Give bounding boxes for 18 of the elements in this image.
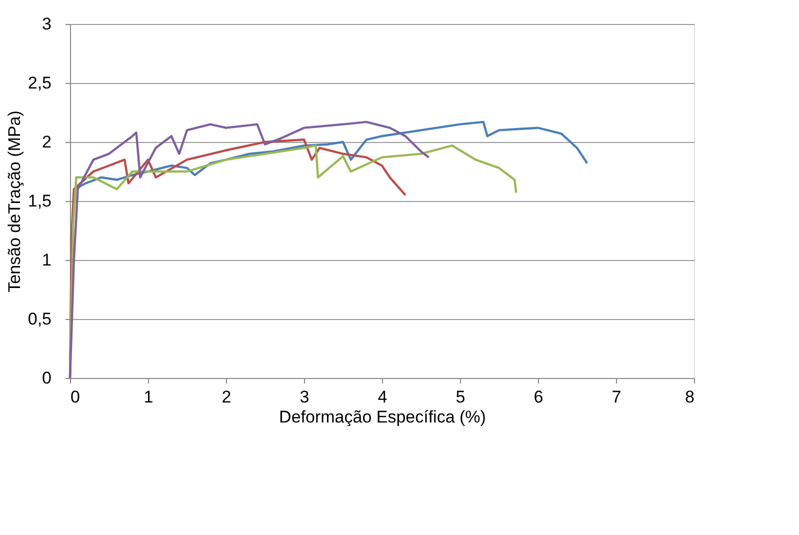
x-tick-label: 8 — [685, 388, 694, 406]
y-axis-title: Tensão deTração (MPa) — [4, 110, 24, 292]
x-tick-label: 0 — [70, 388, 80, 406]
y-tick-label: 2,5 — [28, 74, 52, 92]
y-tick-label: 0 — [42, 368, 52, 388]
x-tick-label: 6 — [534, 388, 544, 406]
x-tick-label: 2 — [222, 388, 232, 406]
y-tick-label: 0,5 — [28, 310, 52, 328]
y-tick-label: 2 — [42, 132, 52, 152]
y-tick-label: 3 — [42, 14, 52, 34]
x-tick-label: 1 — [144, 388, 154, 406]
x-tick-label: 7 — [612, 388, 622, 406]
x-tick-label: 3 — [300, 388, 310, 406]
y-tick-label: 1,5 — [28, 192, 52, 210]
x-tick-label: 5 — [456, 388, 466, 406]
y-tick-label: 1 — [42, 250, 52, 270]
x-tick-label: 4 — [378, 388, 388, 406]
x-axis-title: Deformação Específica (%) — [279, 408, 486, 426]
